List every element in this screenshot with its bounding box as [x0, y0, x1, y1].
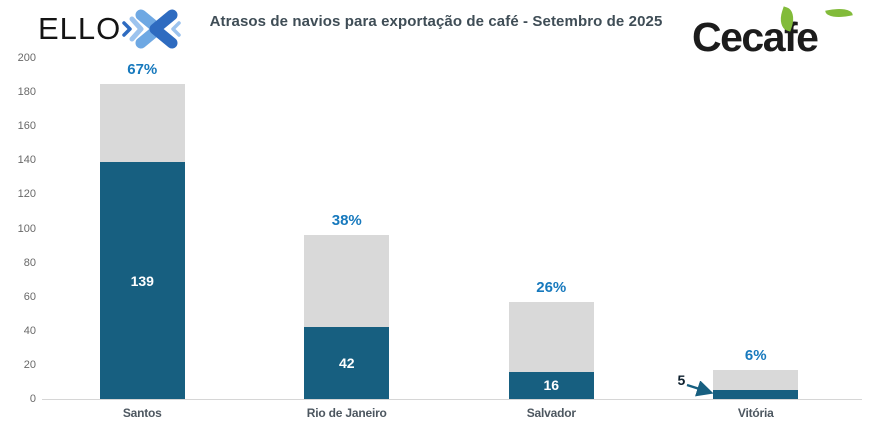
- percent-label: 38%: [331, 212, 362, 230]
- y-tick-label: 80: [23, 256, 36, 269]
- ellox-logo-text: ELLO: [38, 11, 122, 46]
- category-label: Santos: [122, 406, 162, 420]
- percent-label: 6%: [744, 347, 767, 364]
- percent-label: 67%: [127, 60, 158, 78]
- callout-value-label: 5: [677, 372, 686, 389]
- y-tick-label: 0: [29, 393, 36, 405]
- ellox-logo: ELLO: [38, 6, 182, 52]
- category-label: Salvador: [526, 406, 576, 420]
- bar-segment-delayed: [304, 327, 390, 399]
- y-tick-label: 120: [17, 188, 36, 201]
- percent-label: 26%: [536, 278, 567, 296]
- cecafe-logo-text: Cecafe: [692, 14, 819, 60]
- cecafe-logo: Cecafe: [692, 5, 862, 62]
- value-label: 139: [130, 272, 154, 289]
- y-tick-label: 160: [17, 120, 36, 133]
- x-axis-line: [42, 399, 862, 400]
- ellox-x-icon: [122, 9, 182, 49]
- value-label: 42: [338, 355, 355, 372]
- y-tick-label: 200: [17, 52, 36, 64]
- bar-segment-delayed: [508, 371, 594, 399]
- bar-segment-total: [508, 301, 594, 372]
- y-tick-label: 180: [17, 86, 36, 99]
- bar-segment-total: [713, 370, 799, 391]
- bar-segment-delayed: [99, 162, 185, 399]
- y-tick-label: 20: [23, 358, 36, 371]
- bar-segment-total: [99, 83, 185, 162]
- y-tick-label: 60: [23, 290, 36, 303]
- y-tick-label: 100: [17, 222, 36, 235]
- y-tick-label: 140: [17, 154, 36, 167]
- value-label: 16: [543, 377, 560, 394]
- page-title: Atrasos de navios para exportação de caf…: [209, 13, 663, 30]
- bar-segment-total: [304, 235, 390, 328]
- category-label: Vitória: [737, 406, 774, 420]
- y-tick-label: 40: [23, 324, 36, 337]
- callout-arrow-icon: [686, 381, 714, 397]
- bar-segment-delayed: [713, 390, 799, 399]
- category-label: Rio de Janeiro: [306, 406, 387, 420]
